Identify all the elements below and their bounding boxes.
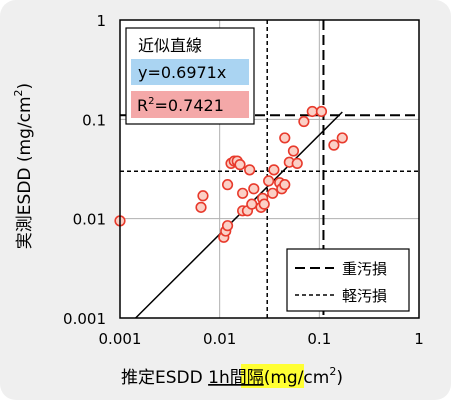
x-label-highlight-text: 1h間隔 [208,368,264,388]
data-point [291,157,303,170]
y-tick-label: 0.01 [73,211,106,229]
x-tick-label: 0.001 [99,330,142,348]
data-point [267,187,279,199]
x-tick-label: 0.1 [307,330,331,348]
data-point [328,139,340,151]
data-point [221,179,234,191]
data-point [306,105,318,118]
data-point [279,132,291,144]
x-axis-label-text: 推定ESDD 1h間隔(mg/cm2) [121,365,343,388]
data-point [268,164,280,176]
y-tick-label: 1 [96,12,106,30]
r2-highlight [131,91,249,118]
legend: 重汚損 軽汚損 [286,248,410,312]
data-point [234,159,246,171]
r2-prefix: R [137,96,148,115]
fit-equation: y=0.6971x [138,63,226,82]
y-axis-label: 実測ESDD (mg/cm2) [12,83,35,249]
x-tick-labels: 0.001 0.01 0.1 1 [99,330,424,348]
fit-box: 近似直線 y=0.6971x R2=0.7421 [125,27,255,125]
y-tick-label: 0.001 [63,310,106,328]
plot-frame [119,19,420,319]
data-point [246,198,258,210]
legend-heavy-label: 重汚損 [342,260,387,278]
data-point [237,187,249,199]
data-point [221,220,234,232]
data-points [114,105,348,243]
data-point [244,164,256,176]
x-label-unit-close: ) [336,368,343,388]
legend-frame [286,248,410,312]
data-point [197,190,209,202]
y-tick-label: 0.1 [82,111,106,129]
fit-box-title: 近似直線 [138,36,202,55]
data-point [248,183,260,195]
data-point [336,132,348,144]
data-point [298,115,310,128]
x-label-unit-sup: 2 [329,365,336,378]
y-tick-labels: 0.001 0.01 0.1 1 [63,12,106,328]
r2-sup: 2 [148,96,154,107]
data-point [315,105,328,118]
x-label-prefix: 推定ESDD [121,368,208,388]
data-point [258,198,270,210]
data-point [279,179,291,191]
data-point [263,175,275,187]
y-label-close: ) [15,83,35,90]
x-label-unit: (mg/cm [264,368,330,388]
x-label-highlight [241,364,304,388]
x-axis-label: 推定ESDD 1h間隔(mg/cm2) [121,364,343,388]
y-label-sup: 2 [12,89,25,96]
equation-highlight [131,59,249,85]
r-squared: R2=0.7421 [137,96,224,115]
r2-value: =0.7421 [155,96,224,115]
x-tick-label: 0.01 [203,330,236,348]
y-label-text: 実測ESDD (mg/cm [15,96,35,249]
data-point [195,201,207,213]
x-tick-label: 1 [414,330,424,348]
legend-light-label: 軽汚損 [342,287,387,305]
data-point [287,145,300,157]
